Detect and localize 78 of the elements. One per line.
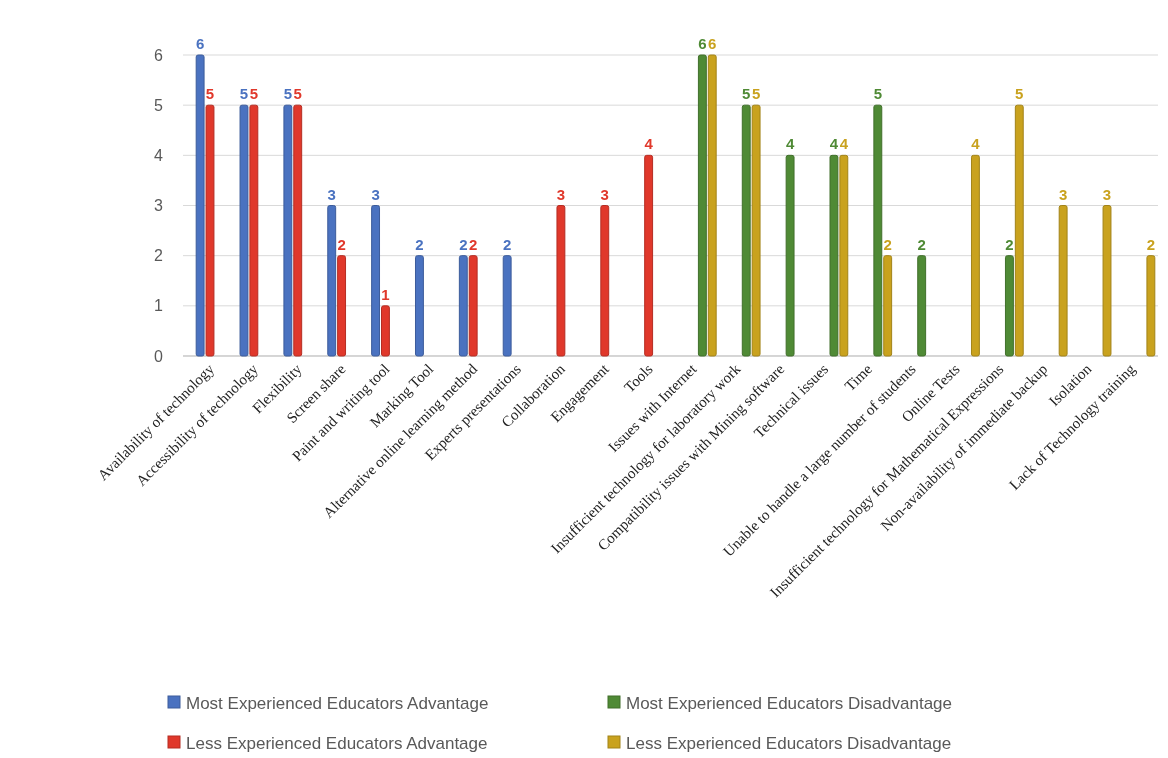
data-label: 2 (469, 235, 478, 253)
data-label: 3 (371, 185, 380, 203)
bar (239, 104, 249, 357)
bar (371, 205, 381, 357)
bar (644, 154, 654, 357)
data-label: 6 (195, 35, 205, 52)
bar (249, 104, 259, 357)
data-label: 2 (917, 235, 926, 253)
bar (293, 104, 303, 357)
data-label: 6 (708, 35, 717, 52)
bar (502, 255, 512, 357)
legend-label: Less Experienced Educators Advantage (186, 733, 488, 753)
bar (600, 205, 610, 357)
data-label: 2 (1146, 235, 1156, 253)
x-tick-label: Time (841, 360, 876, 395)
bar (1146, 255, 1156, 357)
y-tick-label: 2 (154, 247, 164, 265)
bar (707, 54, 717, 357)
data-label: 4 (839, 135, 849, 153)
y-tick-label: 5 (154, 96, 164, 114)
data-label: 3 (1058, 185, 1068, 203)
data-label: 5 (205, 85, 215, 103)
bar (1014, 104, 1024, 357)
legend-label: Most Experienced Educators Advantage (186, 693, 489, 713)
legend-label: Less Experienced Educators Disadvantage (626, 733, 952, 753)
data-label: 5 (751, 85, 761, 103)
data-label: 4 (829, 135, 839, 153)
data-label: 3 (600, 185, 609, 203)
y-tick-label: 3 (154, 197, 164, 215)
data-label: 5 (873, 85, 882, 103)
data-label: 2 (503, 235, 512, 253)
bar (327, 205, 337, 357)
y-tick-label: 1 (154, 297, 164, 315)
bar (337, 255, 347, 357)
legend-label: Most Experienced Educators Disadvantage (626, 693, 953, 713)
y-tick-label: 6 (154, 46, 164, 64)
data-label: 5 (1015, 85, 1024, 103)
bar (205, 104, 215, 357)
bar (381, 305, 390, 357)
y-tick-label: 4 (154, 146, 164, 164)
data-label: 4 (785, 135, 795, 153)
bar (458, 255, 468, 357)
data-label: 2 (415, 235, 424, 253)
data-label: 5 (293, 85, 302, 103)
bar (741, 104, 751, 357)
bar (468, 255, 478, 357)
data-label: 5 (239, 85, 249, 103)
data-label: 3 (556, 185, 566, 203)
y-tick-label: 0 (154, 347, 164, 365)
bar (1102, 205, 1112, 357)
bar (917, 255, 927, 357)
data-label: 3 (1102, 185, 1112, 203)
data-label: 6 (698, 35, 707, 52)
data-label: 1 (381, 285, 390, 303)
bar (556, 205, 566, 357)
data-label: 4 (971, 135, 981, 153)
bar (970, 154, 980, 357)
data-label: 5 (249, 85, 259, 103)
bar (785, 154, 795, 357)
bar (195, 54, 205, 357)
bar (829, 154, 839, 357)
bar (283, 104, 293, 357)
bar (873, 104, 883, 357)
bar (697, 54, 707, 357)
bar (751, 104, 761, 357)
data-label: 2 (1005, 235, 1014, 253)
bar (839, 154, 849, 357)
bar (1058, 205, 1068, 357)
data-label: 3 (327, 185, 336, 203)
data-label: 2 (883, 235, 892, 253)
bar (883, 255, 893, 357)
bar (1004, 255, 1014, 357)
data-label: 4 (644, 135, 654, 153)
data-label: 2 (459, 235, 468, 253)
data-label: 2 (337, 235, 346, 253)
bar (415, 255, 424, 357)
data-label: 5 (283, 85, 293, 103)
data-label: 5 (742, 85, 751, 103)
